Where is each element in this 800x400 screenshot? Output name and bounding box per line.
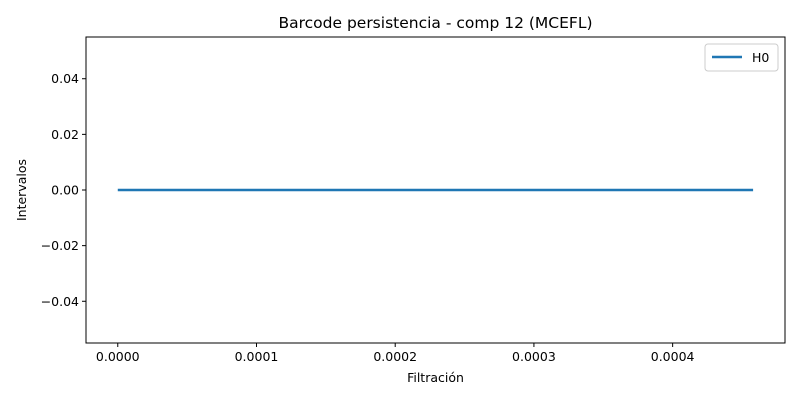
x-axis-label: Filtración	[407, 370, 464, 385]
y-tick-label: 0.02	[51, 127, 79, 142]
y-axis-label: Intervalos	[14, 159, 29, 221]
legend: H0	[704, 43, 779, 72]
x-axis: 0.0000 0.0001 0.0002 0.0003 0.0004	[96, 343, 695, 364]
chart-title: Barcode persistencia - comp 12 (MCEFL)	[278, 14, 592, 32]
x-tick-label: 0.0004	[651, 349, 695, 364]
x-tick-label: 0.0003	[512, 349, 556, 364]
y-tick-label: 0.04	[51, 71, 79, 86]
y-tick-label: −0.04	[41, 294, 79, 309]
x-tick-label: 0.0001	[235, 349, 279, 364]
y-tick-label: −0.02	[41, 238, 79, 253]
y-axis: 0.04 0.02 0.00 −0.02 −0.04	[41, 71, 86, 309]
x-tick-label: 0.0002	[373, 349, 417, 364]
x-tick-label: 0.0000	[96, 349, 140, 364]
legend-label-h0: H0	[752, 50, 769, 65]
y-tick-label: 0.00	[51, 183, 79, 198]
